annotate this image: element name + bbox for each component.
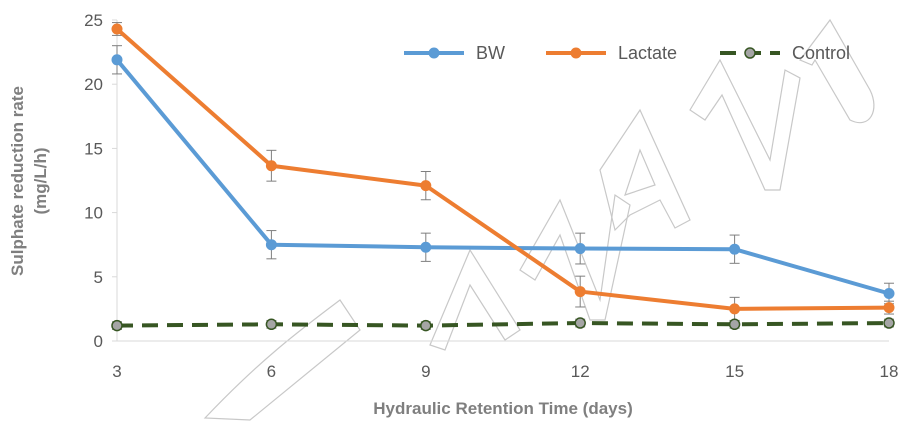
- data-point-bw: [265, 239, 277, 251]
- legend-item-lactate: Lactate: [546, 43, 677, 63]
- legend-item-control: Control: [720, 43, 850, 63]
- x-tick-labels: 3 6 9 12 15 18: [112, 362, 898, 381]
- legend: BW Lactate Control: [404, 43, 850, 63]
- legend-marker-bw: [428, 47, 440, 59]
- data-point-lactate: [265, 160, 277, 172]
- x-tick-label: 15: [725, 362, 744, 381]
- data-point-bw: [883, 287, 895, 299]
- x-tick-label: 12: [571, 362, 590, 381]
- y-axis-title-line2: (mg/L/h): [31, 147, 50, 214]
- series-line-lactate: [115, 27, 890, 311]
- y-tick-labels: 0 5 10 15 20 25: [84, 11, 117, 351]
- y-tick-label: 10: [84, 204, 103, 223]
- data-point-bw: [574, 243, 586, 255]
- data-point-control: [420, 319, 432, 332]
- axes: [116, 20, 889, 342]
- data-point-control: [574, 317, 586, 329]
- series-lactate: [111, 22, 895, 321]
- series-bw: [111, 45, 895, 305]
- y-tick-label: 20: [84, 75, 103, 94]
- legend-item-bw: BW: [404, 43, 505, 63]
- data-point-lactate: [729, 303, 741, 315]
- data-point-bw: [420, 241, 432, 253]
- x-tick-label: 3: [112, 362, 121, 381]
- data-point-lactate: [883, 302, 895, 314]
- data-point-bw: [729, 243, 741, 255]
- plot-area: [111, 22, 895, 332]
- y-tick-label: 0: [94, 332, 103, 351]
- data-point-bw: [111, 54, 123, 66]
- data-point-lactate: [574, 286, 586, 298]
- legend-label-lactate: Lactate: [618, 43, 677, 63]
- legend-marker-lactate: [570, 47, 582, 59]
- legend-label-control: Control: [792, 43, 850, 63]
- data-point-control: [728, 318, 741, 331]
- data-point-lactate: [420, 180, 432, 192]
- y-tick-label: 25: [84, 11, 103, 30]
- series-line-bw: [115, 58, 890, 296]
- x-tick-label: 18: [880, 362, 899, 381]
- series-control: [111, 317, 895, 332]
- legend-marker-control: [744, 47, 756, 59]
- x-tick-label: 6: [267, 362, 276, 381]
- data-point-control: [265, 318, 278, 331]
- data-point-lactate: [111, 23, 123, 35]
- series-line-control: [116, 321, 890, 328]
- x-axis-title: Hydraulic Retention Time (days): [373, 399, 632, 418]
- x-tick-label: 9: [421, 362, 430, 381]
- data-point-control: [111, 319, 123, 332]
- y-axis-title-line1: Sulphate reduction rate: [8, 86, 27, 276]
- y-tick-label: 5: [94, 268, 103, 287]
- y-tick-label: 15: [84, 139, 103, 158]
- legend-label-bw: BW: [476, 43, 505, 63]
- data-point-control: [883, 317, 895, 329]
- watermark: [203, 18, 875, 421]
